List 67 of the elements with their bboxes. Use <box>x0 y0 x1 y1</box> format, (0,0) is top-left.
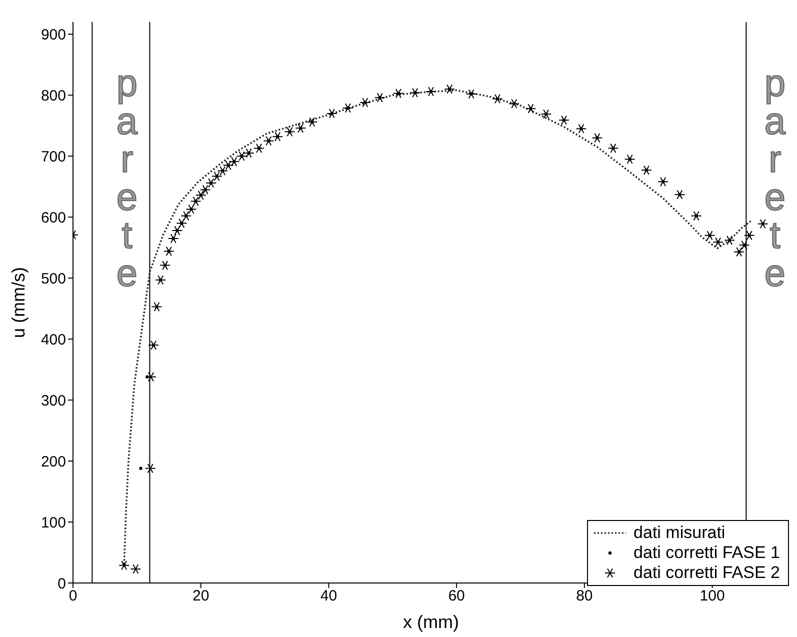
point <box>704 230 716 240</box>
point <box>508 98 520 109</box>
point <box>295 123 306 133</box>
point <box>144 464 156 474</box>
y-tick-label: 100 <box>40 514 66 532</box>
point <box>576 124 587 134</box>
y-axis-title: u (mm/s) <box>8 267 28 338</box>
point <box>444 84 456 94</box>
legend-label: dati misurati <box>634 523 726 543</box>
point <box>724 235 736 246</box>
point <box>608 143 619 154</box>
point <box>176 218 188 228</box>
y-tick-label: 300 <box>40 392 66 410</box>
x-tick-label: 60 <box>448 588 465 605</box>
point <box>155 275 166 285</box>
point <box>738 240 750 250</box>
point <box>172 226 183 236</box>
annotation: parete <box>754 63 796 291</box>
point <box>118 560 130 570</box>
point <box>640 165 652 176</box>
point <box>658 176 669 187</box>
point <box>139 466 142 470</box>
annotation: parete <box>106 63 148 291</box>
y-tick-label: 600 <box>40 209 66 226</box>
point <box>163 246 174 256</box>
point <box>492 94 503 104</box>
point <box>540 109 552 119</box>
point <box>186 204 197 214</box>
point <box>284 126 296 137</box>
point <box>744 230 755 240</box>
point <box>734 247 745 257</box>
point <box>674 190 686 200</box>
point <box>374 92 386 102</box>
point <box>148 340 160 350</box>
x-axis-title: x (mm) <box>403 612 459 632</box>
y-tick-label: 700 <box>40 148 66 166</box>
x-tick-label: 80 <box>576 588 593 605</box>
point <box>342 103 354 113</box>
point <box>151 302 162 312</box>
x-tick-label: 0 <box>68 588 78 605</box>
y-tick-label: 400 <box>40 331 66 348</box>
point <box>558 115 570 126</box>
point <box>466 89 477 99</box>
point <box>168 234 179 244</box>
point <box>410 88 421 98</box>
y-tick-label: 0 <box>58 575 66 592</box>
point <box>306 117 318 127</box>
point <box>180 211 192 221</box>
y-tick-label: 500 <box>40 270 66 288</box>
point <box>426 86 436 96</box>
legend-label: dati corretti FASE 1 <box>634 543 780 563</box>
point <box>160 260 171 270</box>
point <box>130 564 142 574</box>
y-tick-label: 200 <box>40 453 66 470</box>
point <box>624 154 636 164</box>
point <box>392 88 404 98</box>
point <box>592 133 603 143</box>
x-tick-label: 40 <box>320 588 338 605</box>
point <box>712 237 724 247</box>
point <box>360 98 371 108</box>
point <box>326 108 338 118</box>
y-tick-label: 900 <box>40 26 66 44</box>
y-tick-label: 800 <box>40 88 66 104</box>
x-tick-label: 20 <box>192 588 210 605</box>
legend-label: dati corretti FASE 2 <box>634 563 780 583</box>
point <box>525 104 536 114</box>
x-tick-label: 100 <box>700 588 725 605</box>
